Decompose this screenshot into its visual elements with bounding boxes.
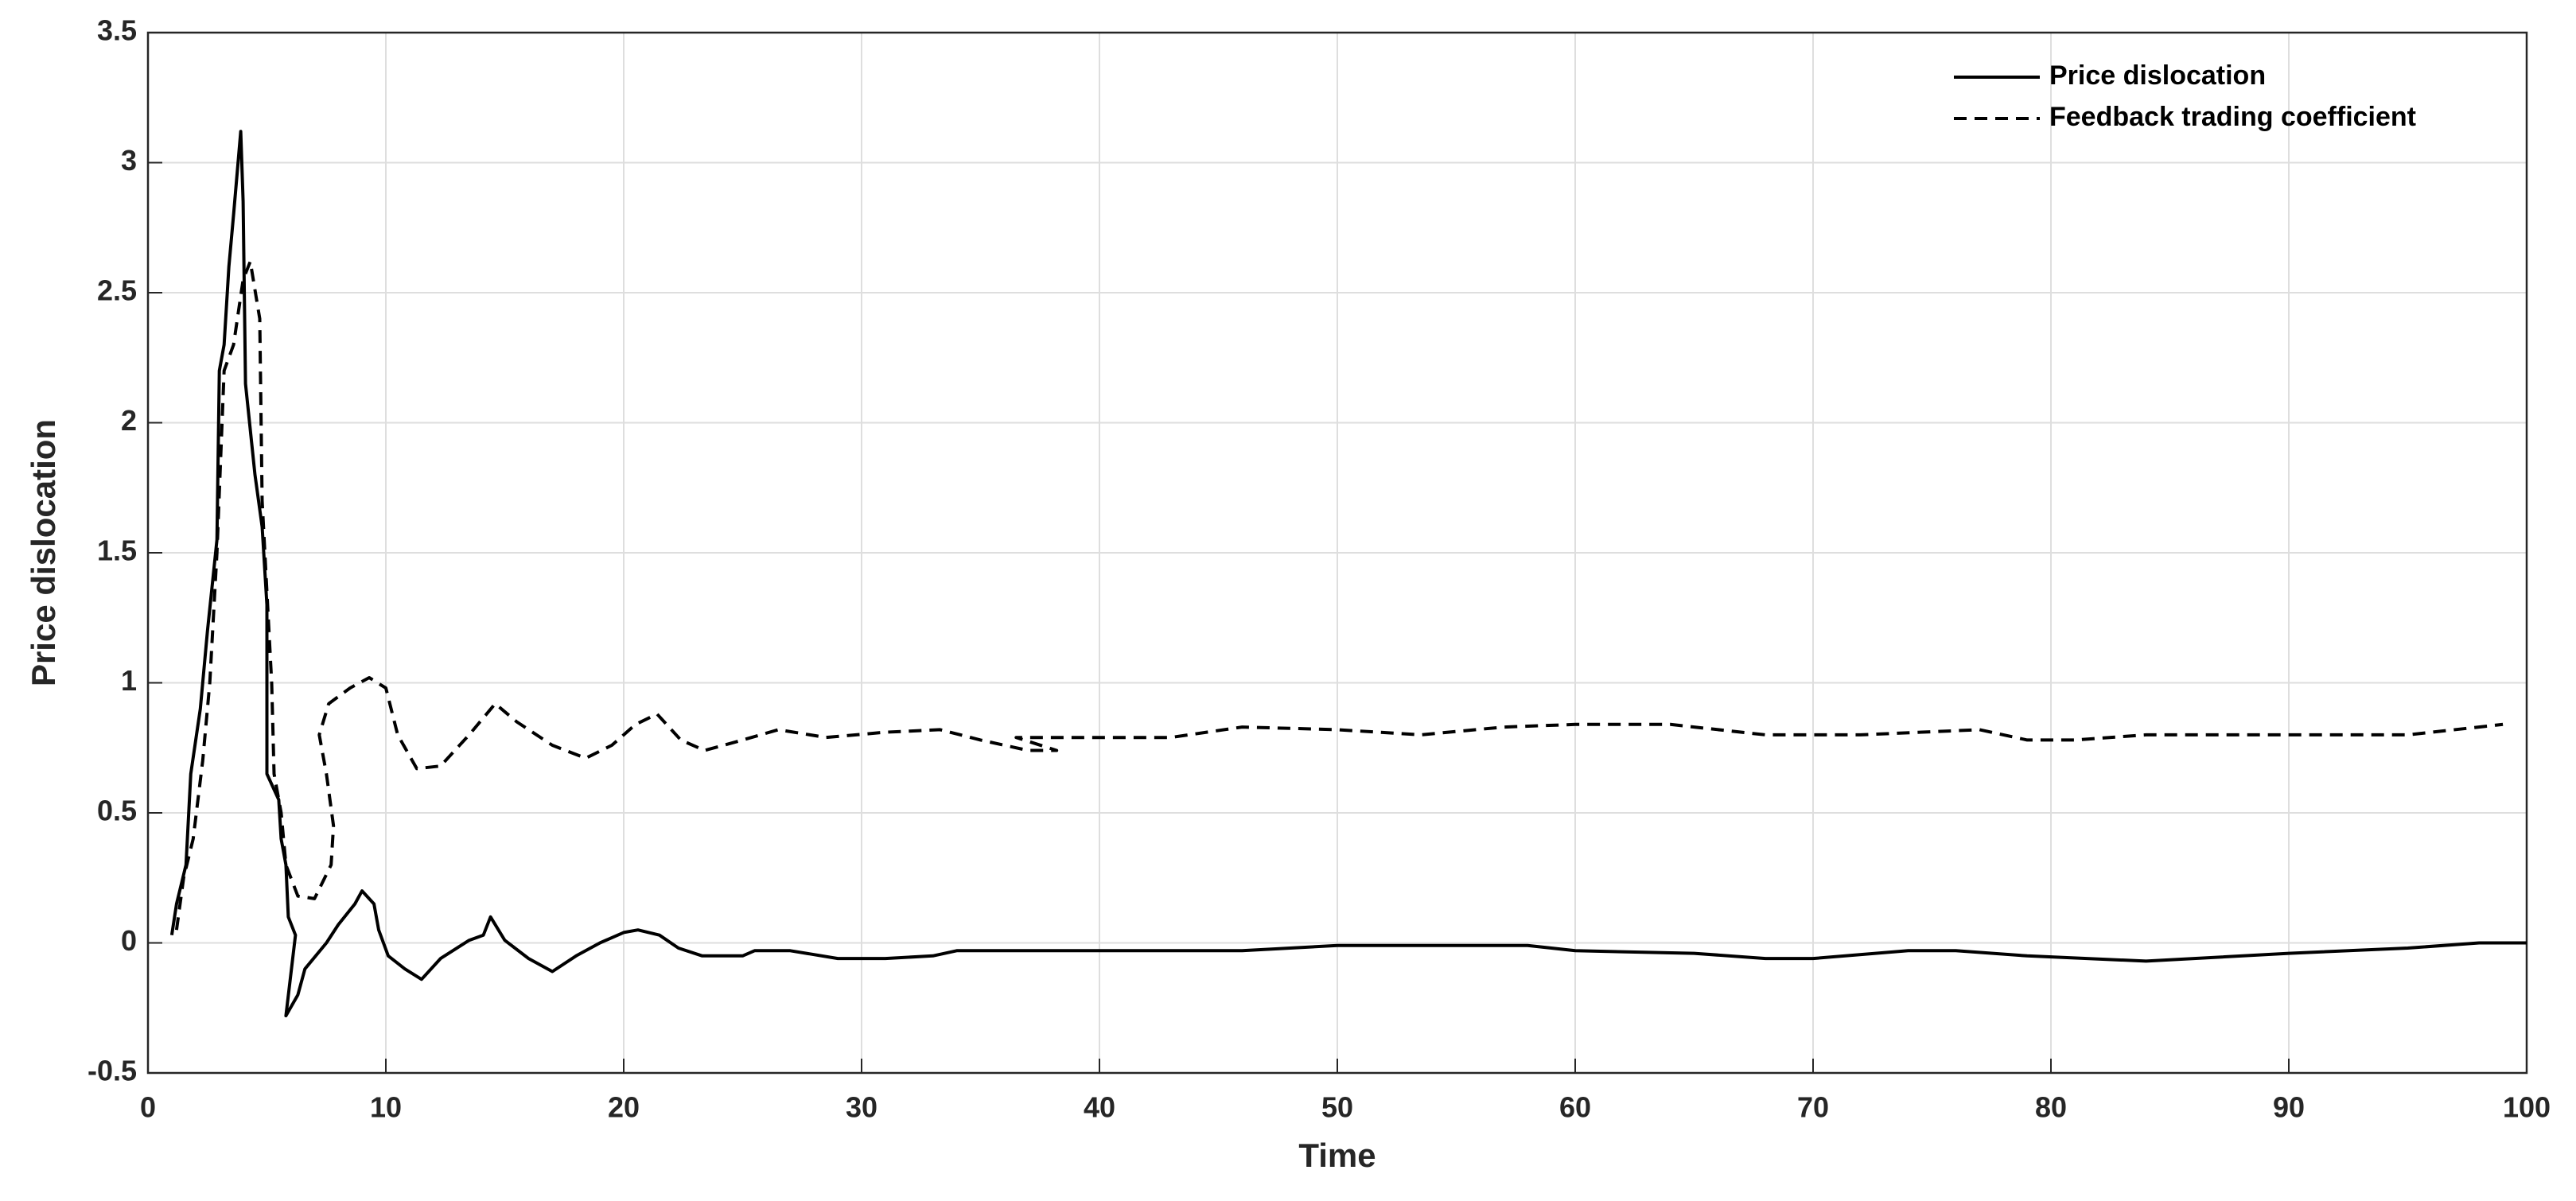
y-tick-label: 2 [121,404,137,437]
x-tick-label: 80 [2035,1091,2067,1124]
series-line [174,259,2504,931]
y-tick-label: 1.5 [97,534,137,567]
y-tick-label: 0 [121,924,137,957]
x-tick-label: 90 [2273,1091,2305,1124]
x-tick-label: 20 [608,1091,640,1124]
y-tick-label: 2.5 [97,274,137,307]
x-tick-label: 60 [1559,1091,1591,1124]
y-tick-label: 3.5 [97,14,137,47]
axes-box [146,31,2528,1075]
x-tick-label: 30 [846,1091,877,1124]
x-tick-label: 10 [370,1091,402,1124]
x-axis-label: Time [1298,1137,1376,1174]
y-tick-label: -0.5 [88,1055,137,1087]
legend-label: Price dislocation [2049,60,2266,91]
legend-label: Feedback trading coefficient [2049,102,2416,132]
x-tick-label: 40 [1084,1091,1115,1124]
y-tick-label: 0.5 [97,795,137,827]
series-line [169,130,2527,1018]
x-tick-label: 100 [2503,1091,2551,1124]
y-axis-label: Price dislocation [25,419,62,686]
y-tick-label: 1 [121,664,137,697]
y-tick-label: 3 [121,144,137,177]
x-tick-label: 50 [1321,1091,1353,1124]
x-tick-label: 70 [1797,1091,1829,1124]
x-tick-label: 0 [140,1091,156,1124]
